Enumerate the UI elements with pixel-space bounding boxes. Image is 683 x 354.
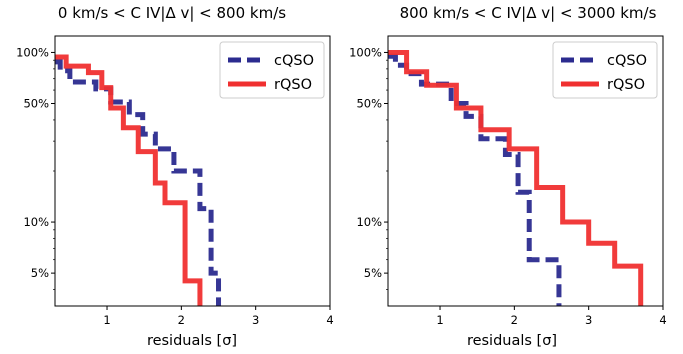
panel-right-series-cqso xyxy=(388,53,562,306)
panel-left-ytick-label: 5% xyxy=(31,266,49,280)
panel-right-title: 800 km/s < C IV|Δ v| < 3000 km/s xyxy=(400,4,657,22)
panel-right-xtick-label: 4 xyxy=(659,313,666,327)
panel-left-ytick-label: 10% xyxy=(23,215,49,229)
panel-right-series-rqso xyxy=(388,49,644,306)
panel-right-legend-label-cqso: cQSO xyxy=(607,53,647,69)
panel-left-xlabel: residuals [σ] xyxy=(147,333,237,349)
panel-right-ytick-label: 10% xyxy=(356,215,382,229)
panel-left-ytick-label: 50% xyxy=(23,97,49,111)
panel-right-xtick-label: 2 xyxy=(511,313,518,327)
panel-left-legend-label-rqso: rQSO xyxy=(274,77,312,93)
panel-right: 800 km/s < C IV|Δ v| < 3000 km/s 1 2 3 4 100… xyxy=(349,4,667,349)
panel-right-legend-label-rqso: rQSO xyxy=(607,77,645,93)
panel-left-xtick-label: 4 xyxy=(326,313,333,327)
panel-right-ytick-label: 100% xyxy=(349,45,382,59)
panel-right-xlabel: residuals [σ] xyxy=(467,333,557,349)
panel-right-xtick-label: 1 xyxy=(436,313,443,327)
panel-right-ytick-label: 50% xyxy=(356,97,382,111)
panel-left-series-cqso xyxy=(55,59,222,306)
panel-right-legend: cQSO rQSO xyxy=(552,41,658,99)
panel-left-legend-label-cqso: cQSO xyxy=(274,53,314,69)
panel-left-xtick-label: 3 xyxy=(252,313,259,327)
panel-left-xtick-label: 2 xyxy=(178,313,185,327)
panel-left-xtick-label: 1 xyxy=(103,313,110,327)
panel-left-title: 0 km/s < C IV|Δ v| < 800 km/s xyxy=(58,4,286,22)
panel-left: 0 km/s < C IV|Δ v| < 800 km/s 1 2 3 4 100% 50… xyxy=(16,4,334,349)
panel-left-legend: cQSO rQSO xyxy=(219,41,325,99)
panel-left-ytick-label: 100% xyxy=(16,45,49,59)
panel-left-series-rqso xyxy=(55,54,203,306)
panel-right-xtick-label: 3 xyxy=(585,313,592,327)
panel-right-ytick-label: 5% xyxy=(364,266,382,280)
